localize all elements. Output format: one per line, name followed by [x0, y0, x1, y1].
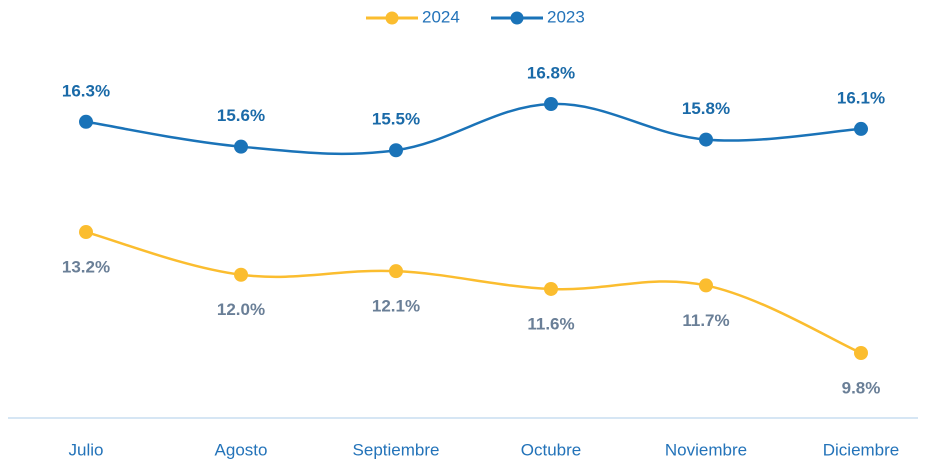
- data-label: 16.8%: [527, 63, 575, 82]
- data-point: [389, 264, 403, 279]
- data-point: [544, 97, 558, 111]
- data-point: [79, 114, 93, 129]
- legend-marker: [510, 11, 524, 25]
- series-line: [85, 102, 862, 156]
- data-point: [854, 346, 868, 360]
- data-label: 11.7%: [682, 311, 729, 330]
- data-label: 15.5%: [372, 110, 420, 129]
- data-point: [234, 139, 248, 154]
- legend-marker: [385, 11, 399, 25]
- x-tick-label: Agosto: [215, 440, 268, 459]
- x-tick-label: Noviembre: [665, 440, 747, 459]
- data-point: [389, 143, 403, 158]
- x-tick-label: Julio: [69, 440, 104, 459]
- x-tick-label: Septiembre: [353, 440, 440, 459]
- data-point: [854, 121, 868, 136]
- data-label: 9.8%: [842, 378, 881, 397]
- x-tick-label: Diciembre: [823, 440, 900, 459]
- data-point: [699, 132, 713, 147]
- data-point: [544, 281, 558, 296]
- data-label: 16.3%: [62, 81, 110, 100]
- data-label: 15.8%: [682, 99, 730, 118]
- data-label: 12.1%: [372, 297, 420, 316]
- data-label: 12.0%: [217, 300, 265, 319]
- data-label: 16.1%: [837, 88, 885, 107]
- data-point: [699, 278, 713, 293]
- x-tick-label: Octubre: [521, 440, 581, 459]
- data-point: [79, 225, 93, 240]
- data-label: 13.2%: [62, 258, 110, 277]
- data-label: 11.6%: [527, 314, 574, 333]
- series-line: [85, 230, 862, 355]
- legend-label: 2023: [547, 7, 585, 26]
- legend-label: 2024: [422, 7, 460, 26]
- data-point: [234, 267, 248, 282]
- data-label: 15.6%: [217, 106, 265, 125]
